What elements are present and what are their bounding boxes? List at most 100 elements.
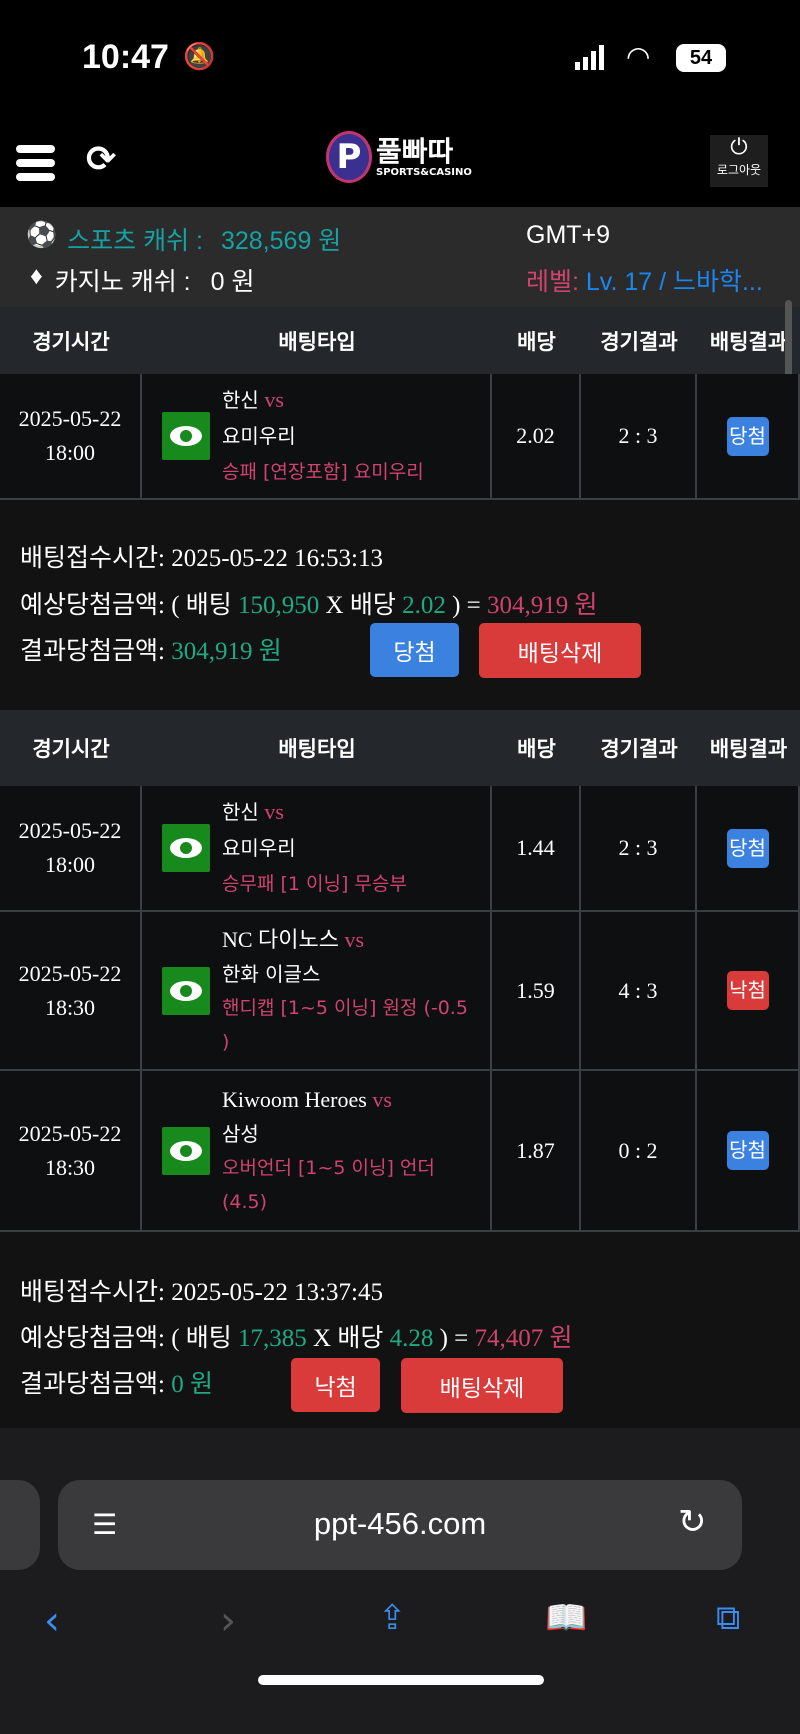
expected-payout: 예상당첨금액: ( 배팅 17,385 X 배당 4.28 ) = 74,407… [20, 1325, 573, 1352]
vs-label: vs [372, 1086, 392, 1112]
share-icon[interactable]: ⇪ [378, 1598, 407, 1638]
tabs-icon[interactable]: ⧉ [716, 1598, 741, 1638]
result-badge: 당첨 [726, 1131, 769, 1170]
refresh-icon[interactable]: ⟳ [86, 139, 117, 180]
game-date: 2025-05-22 [18, 406, 122, 431]
timezone: GMT+9 [526, 221, 611, 249]
level-value: Lv. 17 / 느바학... [585, 268, 763, 296]
level-label: 레벨: [526, 268, 579, 296]
mute-bell-icon: 🔕 [183, 42, 216, 72]
col-time: 경기시간 [32, 329, 110, 354]
home-team: 한신 [222, 800, 259, 824]
col-odds: 배당 [517, 737, 556, 761]
casino-cash-value: 0 원 [210, 268, 255, 296]
reader-icon[interactable]: ☰ [92, 1508, 118, 1541]
url-text[interactable]: ppt-456.com [313, 1506, 487, 1541]
odds: 1.87 [492, 1071, 581, 1230]
menu-icon[interactable] [16, 145, 55, 181]
score: 4 : 3 [581, 912, 697, 1069]
logout-button[interactable]: ⏻ 로그아웃 [710, 135, 768, 187]
result-badge: 당첨 [726, 828, 769, 868]
result-badge: 당첨 [726, 416, 769, 456]
site-header: ⟳ P 풀빠따 SPORTS&CASINO ⏻ 로그아웃 [0, 111, 800, 207]
result-payout: 결과당첨금액: 304,919 원 [20, 638, 282, 665]
col-time: 경기시간 [32, 737, 110, 761]
home-team: 한신 [222, 388, 259, 412]
col-type: 배팅타입 [278, 737, 356, 761]
sports-cash-value: 328,569 원 [220, 227, 342, 255]
scrollbar[interactable] [785, 300, 792, 430]
game-time: 18:00 [44, 440, 96, 465]
delete-bet-button[interactable]: 배팅삭제 [479, 623, 641, 678]
col-score: 경기결과 [600, 329, 678, 354]
status-bar: 10:47 🔕 ◠ 54 [0, 0, 800, 111]
game-date: 2025-05-22 [18, 1120, 122, 1146]
game-time: 18:30 [44, 994, 96, 1020]
col-result: 배팅결과 [709, 737, 788, 761]
game-date: 2025-05-22 [18, 818, 122, 843]
sports-cash-label: 스포츠 캐쉬 : [67, 227, 203, 255]
bet-pick: 핸디캡 [1~5 이닝] 원정 (-0.5 ) [222, 996, 468, 1053]
reload-icon[interactable]: ↻ [678, 1502, 707, 1542]
col-result: 배팅결과 [709, 329, 788, 354]
table-row: 2025-05-22 18:00 한신 vs 요미우리 승무패 [1 이닝] 무승부 … [0, 786, 800, 912]
logo[interactable]: P 풀빠따 SPORTS&CASINO [326, 131, 472, 183]
diamond-icon: ♦ [30, 262, 43, 290]
col-type: 배팅타입 [278, 329, 356, 354]
back-icon[interactable]: ‹ [44, 1598, 60, 1644]
table-header: 경기시간 배팅타입 배당 경기결과 배팅결과 [0, 307, 800, 374]
away-team: 한화 이글스 [222, 961, 321, 986]
game-date: 2025-05-22 [18, 960, 122, 986]
odds: 2.02 [492, 374, 581, 498]
result-payout: 결과당첨금액: 0 원 [20, 1371, 213, 1398]
col-odds: 배당 [517, 329, 556, 354]
browser-toolbar [0, 1428, 800, 1734]
battery-icon: 54 [676, 44, 726, 72]
game-time: 18:00 [44, 852, 96, 877]
clock: 10:47 [82, 38, 169, 76]
home-indicator [258, 1675, 544, 1685]
status-button[interactable]: 낙첨 [291, 1358, 380, 1412]
eye-icon[interactable] [162, 966, 210, 1015]
score: 2 : 3 [581, 786, 697, 910]
bet-pick: 승무패 [1 이닝] 무승부 [222, 873, 407, 895]
col-score: 경기결과 [600, 737, 678, 761]
delete-bet-button[interactable]: 배팅삭제 [401, 1358, 563, 1413]
casino-cash-label: 카지노 캐쉬 : [54, 268, 191, 296]
odds: 1.44 [492, 786, 581, 910]
signal-icon [575, 44, 604, 70]
vs-label: vs [264, 387, 284, 412]
vs-label: vs [264, 799, 284, 824]
result-badge: 낙첨 [726, 971, 769, 1010]
score: 0 : 2 [581, 1071, 697, 1230]
vs-label: vs [344, 926, 365, 952]
bet-pick: 오버언더 [1~5 이닝] 언더 (4.5) [222, 1156, 435, 1213]
away-team: 요미우리 [222, 424, 296, 448]
previous-tab-peek[interactable] [0, 1480, 40, 1570]
table-header: 경기시간 배팅타입 배당 경기결과 배팅결과 [0, 710, 800, 786]
eye-icon[interactable] [162, 1126, 210, 1175]
eye-icon[interactable] [162, 824, 210, 872]
account-info: ⚽ 스포츠 캐쉬 : 328,569 원 ♦ 카지노 캐쉬 : 0 원 GMT+… [0, 207, 800, 307]
home-team: NC 다이노스 [222, 926, 340, 952]
forward-icon[interactable]: › [220, 1598, 236, 1644]
table-row: 2025-05-22 18:00 한신 vs 요미우리 승패 [연장포함] 요미우리 … [0, 374, 800, 500]
soccer-ball-icon: ⚽ [26, 221, 58, 249]
bookmarks-icon[interactable]: 📖 [545, 1598, 588, 1638]
expected-payout: 예상당첨금액: ( 배팅 150,950 X 배당 2.02 ) = 304,9… [20, 592, 598, 619]
home-team: Kiwoom Heroes [222, 1086, 367, 1112]
address-bar[interactable]: ☰ ppt-456.com ↻ [58, 1480, 742, 1570]
bet-pick: 승패 [연장포함] 요미우리 [222, 461, 424, 483]
bet-time: 배팅접수시간: 2025-05-22 13:37:45 [20, 1279, 383, 1306]
wifi-icon: ◠ [626, 40, 651, 73]
away-team: 삼성 [222, 1121, 259, 1146]
away-team: 요미우리 [222, 836, 296, 860]
eye-icon[interactable] [162, 412, 210, 460]
game-time: 18:30 [44, 1154, 96, 1180]
status-button[interactable]: 당첨 [370, 623, 459, 677]
odds: 1.59 [492, 912, 581, 1069]
power-icon: ⏻ [730, 135, 748, 160]
bet-time: 배팅접수시간: 2025-05-22 16:53:13 [20, 545, 383, 572]
